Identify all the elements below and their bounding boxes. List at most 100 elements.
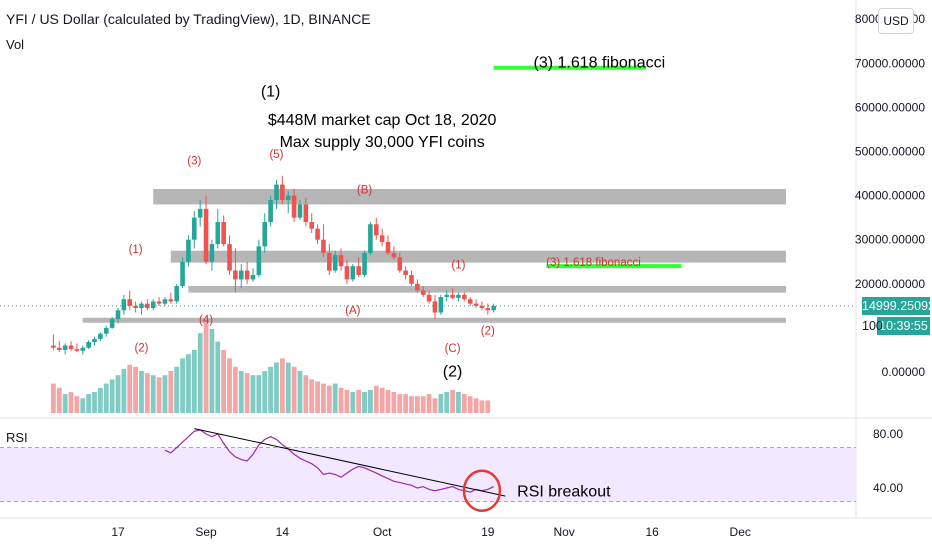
price-zones: [82, 189, 787, 323]
wave-label: (C): [445, 343, 461, 355]
candle-body: [327, 252, 332, 271]
candle-body: [432, 301, 438, 313]
volume-bar: [285, 362, 291, 413]
volume-bar: [74, 396, 80, 413]
volume-bar: [86, 394, 92, 413]
wave-label: (2): [481, 326, 495, 338]
volume-bar: [233, 366, 238, 413]
volume-bar: [156, 377, 162, 413]
rsi-indicator-label[interactable]: RSI: [6, 430, 28, 445]
volume-bar: [127, 364, 133, 413]
chart-annotation: (2): [443, 363, 463, 380]
time-axis-label: 16: [645, 525, 659, 539]
rsi-trendline: [194, 428, 506, 497]
wave-label: (B): [357, 184, 373, 196]
candle-body: [491, 305, 496, 311]
volume-bar: [485, 400, 491, 413]
price-axis-label: 60000.00000: [855, 100, 925, 114]
chart-annotation: (3) 1.618 fibonacci: [534, 55, 666, 72]
currency-label: USD: [883, 14, 909, 28]
candlesticks: [51, 175, 496, 355]
volume-bar: [409, 396, 414, 413]
volume-bar: [350, 392, 356, 413]
candle-body: [250, 274, 256, 280]
candle-body: [315, 228, 320, 240]
rsi-line: [164, 429, 494, 493]
volume-bar: [420, 396, 426, 413]
volume-bar: [62, 394, 68, 413]
volume-bar: [238, 371, 244, 413]
volume-bar: [244, 373, 250, 413]
volume-bar: [97, 387, 103, 413]
volume-bar: [414, 396, 420, 413]
candle-body: [338, 255, 344, 267]
wave-label: (3): [187, 156, 201, 168]
volume-bar: [479, 400, 485, 413]
chart-annotation: (1): [261, 83, 281, 100]
volume-bar: [373, 385, 379, 413]
wave-label: (1): [129, 244, 143, 256]
candle-body: [233, 270, 238, 280]
candle-body: [415, 283, 420, 291]
volume-bar: [56, 387, 62, 413]
countdown-tag: 10:39:55: [877, 317, 930, 335]
chart-annotation: $448M market cap Oct 18, 2020: [268, 112, 497, 129]
volume-bar: [186, 354, 191, 413]
volume-bar: [456, 392, 461, 413]
candle-body: [139, 303, 144, 309]
price-axis-label: 30000.00000: [855, 233, 925, 247]
time-axis-label: 19: [481, 525, 495, 539]
volume-axis-tag: 100: [862, 319, 883, 333]
wave-label: (5): [269, 149, 283, 161]
candle-body: [57, 347, 62, 350]
volume-bar: [209, 329, 215, 413]
candle-body: [403, 270, 408, 275]
support-resistance-zone: [82, 317, 786, 323]
candle-body: [127, 299, 133, 306]
currency-button[interactable]: USD: [878, 8, 914, 34]
candle-body: [444, 294, 450, 298]
volume-bar: [297, 371, 303, 413]
symbol-title[interactable]: YFI / US Dollar (calculated by TradingVi…: [6, 11, 371, 27]
candle-body: [362, 252, 367, 275]
volume-bar: [279, 358, 285, 413]
candle-body: [156, 301, 162, 304]
last-price-tag: 14999.25092: [862, 296, 932, 315]
volume-bar: [379, 387, 385, 413]
candle-body: [385, 241, 391, 253]
volume-indicator-label[interactable]: Vol: [6, 37, 25, 52]
candle-body: [103, 327, 109, 334]
volume-bar: [321, 383, 326, 413]
price-axis-label: 70000.00000: [855, 56, 925, 70]
candle-body: [274, 184, 279, 201]
time-axis-label: Oct: [373, 525, 392, 539]
wave-label: (1): [451, 259, 465, 271]
candle-body: [209, 244, 215, 262]
volume-bar: [385, 389, 391, 413]
candle-body: [297, 204, 303, 218]
volume-bar: [291, 366, 297, 413]
candle-body: [291, 195, 297, 218]
volume-bar: [92, 392, 97, 413]
candle-body: [426, 294, 432, 302]
candle-body: [309, 222, 315, 229]
candle-body: [438, 297, 444, 313]
candle-body: [227, 244, 232, 271]
candle-body: [215, 222, 221, 245]
volume-bar: [473, 398, 479, 413]
candle-body: [74, 349, 80, 351]
support-resistance-zone: [153, 189, 787, 205]
candle-body: [98, 333, 103, 339]
wave-label: (2): [134, 342, 148, 354]
fibonacci-lines: [493, 65, 682, 269]
candle-body: [186, 239, 191, 262]
time-axis-label: Dec: [730, 525, 751, 539]
candle-body: [192, 217, 197, 240]
volume-bar: [139, 371, 144, 413]
volume-bar: [315, 381, 320, 413]
candle-body: [145, 303, 150, 309]
candle-body: [68, 345, 74, 350]
candle-body: [456, 294, 461, 298]
candle-body: [391, 252, 397, 258]
